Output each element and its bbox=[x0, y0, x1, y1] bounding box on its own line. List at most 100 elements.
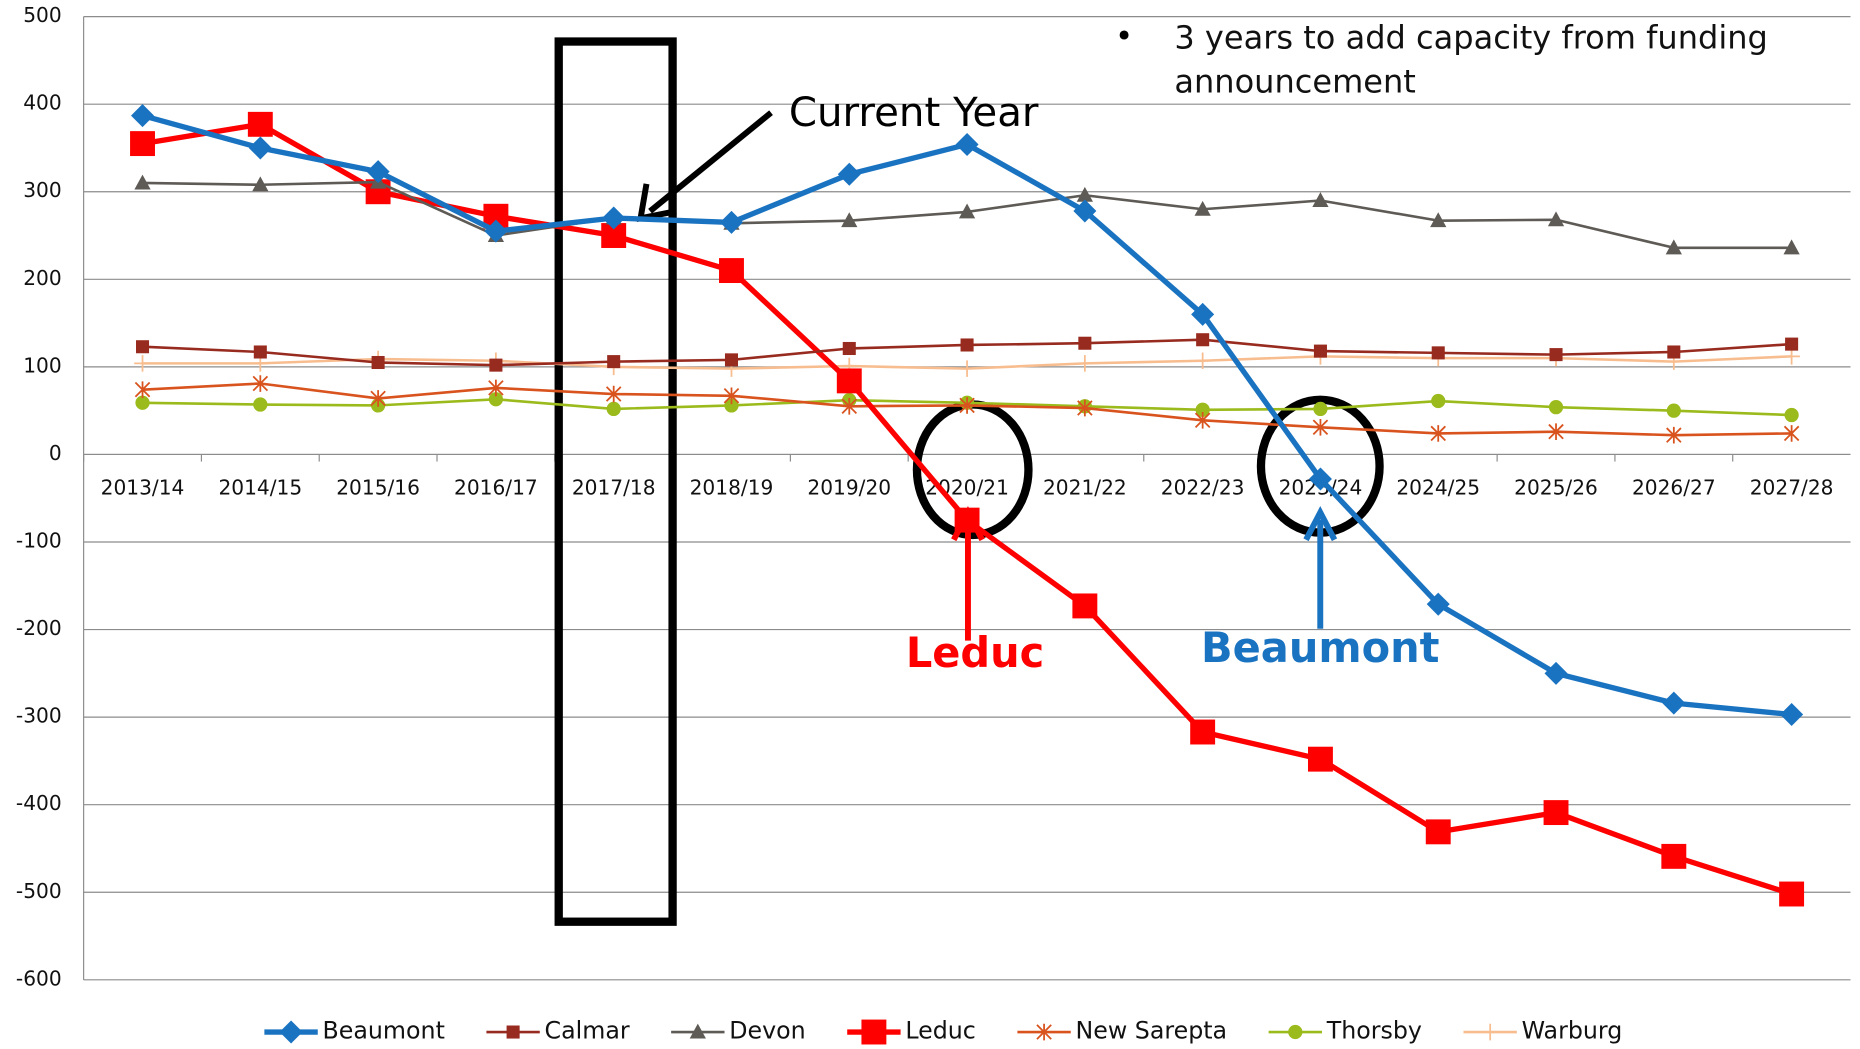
marker bbox=[1426, 592, 1450, 616]
marker bbox=[1783, 239, 1800, 255]
marker bbox=[248, 136, 272, 160]
marker bbox=[1548, 423, 1564, 440]
x-tick-label: 2013/14 bbox=[101, 475, 185, 499]
arrow bbox=[648, 110, 773, 214]
legend-label: New Sarepta bbox=[1076, 1017, 1228, 1045]
marker bbox=[1036, 1023, 1052, 1041]
y-tick-label: 500 bbox=[23, 3, 61, 27]
marker bbox=[253, 345, 267, 359]
bullet: • bbox=[1115, 18, 1133, 54]
marker bbox=[1425, 819, 1451, 845]
marker bbox=[1548, 400, 1564, 415]
y-tick-label: -600 bbox=[16, 966, 62, 990]
current-year-box bbox=[554, 37, 677, 926]
marker bbox=[606, 401, 621, 417]
marker bbox=[136, 340, 150, 354]
legend-label: Thorsby bbox=[1326, 1017, 1422, 1045]
beaumont-label: Beaumont bbox=[1201, 623, 1439, 672]
marker bbox=[1077, 399, 1093, 417]
marker bbox=[1430, 212, 1447, 228]
note-box: 3 years to add capacity from funding ann… bbox=[1174, 20, 1768, 101]
marker bbox=[1194, 352, 1211, 370]
y-tick-label: -300 bbox=[16, 704, 62, 728]
marker bbox=[1194, 411, 1211, 429]
x-tick-label: 2027/28 bbox=[1750, 475, 1834, 499]
marker bbox=[1288, 1024, 1303, 1040]
legend-label: Warburg bbox=[1522, 1017, 1623, 1045]
marker bbox=[837, 162, 861, 186]
marker bbox=[1191, 302, 1215, 326]
marker bbox=[959, 397, 975, 414]
marker bbox=[1194, 200, 1211, 216]
y-tick-label: 400 bbox=[23, 91, 61, 115]
marker bbox=[506, 1025, 520, 1039]
marker bbox=[607, 355, 621, 369]
marker bbox=[861, 1019, 887, 1045]
marker bbox=[724, 353, 739, 367]
marker bbox=[960, 338, 974, 352]
marker bbox=[370, 390, 386, 407]
marker bbox=[1667, 345, 1681, 359]
marker bbox=[134, 174, 151, 190]
x-tick-label: 2025/26 bbox=[1514, 475, 1598, 499]
marker bbox=[252, 176, 269, 192]
x-tick-label: 2019/20 bbox=[807, 475, 891, 499]
marker bbox=[1780, 702, 1804, 727]
marker bbox=[252, 375, 269, 392]
marker bbox=[1312, 418, 1329, 436]
marker bbox=[489, 358, 503, 372]
marker bbox=[1547, 211, 1565, 227]
marker bbox=[488, 379, 504, 397]
marker bbox=[958, 360, 976, 377]
marker bbox=[689, 1023, 706, 1039]
marker bbox=[1549, 348, 1563, 362]
marker bbox=[253, 397, 268, 412]
y-tick-label: 100 bbox=[23, 353, 61, 377]
marker bbox=[135, 395, 150, 410]
x-tick-label: 2026/27 bbox=[1632, 475, 1716, 499]
marker bbox=[841, 212, 858, 228]
marker bbox=[836, 368, 862, 394]
legend-label: Devon bbox=[729, 1017, 805, 1045]
marker bbox=[1662, 691, 1686, 715]
y-tick-label: 200 bbox=[23, 266, 61, 290]
marker bbox=[958, 203, 976, 219]
marker bbox=[1783, 425, 1800, 442]
marker bbox=[1666, 403, 1681, 418]
legend-label: Beaumont bbox=[323, 1017, 445, 1045]
x-tick-label: 2021/22 bbox=[1043, 475, 1127, 499]
marker bbox=[605, 385, 622, 403]
marker bbox=[1307, 746, 1333, 772]
marker bbox=[842, 341, 856, 356]
plot bbox=[130, 104, 1805, 907]
marker bbox=[134, 381, 151, 398]
leduc-label: Leduc bbox=[906, 628, 1044, 677]
marker bbox=[371, 355, 385, 370]
y-tick-label: -100 bbox=[16, 529, 62, 553]
note: 3 years to add capacity from funding ann… bbox=[1174, 20, 1768, 101]
legend: Beaumont Calmar Devon Leduc New Sarepta Thors… bbox=[264, 1017, 1622, 1045]
current-year-label: Current Year bbox=[789, 89, 1039, 136]
marker bbox=[1661, 843, 1687, 869]
marker bbox=[954, 507, 980, 533]
marker bbox=[366, 160, 390, 184]
marker bbox=[1665, 239, 1682, 255]
x-tick-label: 2017/18 bbox=[572, 475, 656, 499]
marker bbox=[1431, 393, 1446, 409]
marker bbox=[1784, 407, 1799, 423]
marker bbox=[130, 131, 155, 157]
marker bbox=[1430, 425, 1446, 442]
marker bbox=[247, 111, 273, 137]
y-tick-label: -400 bbox=[16, 791, 62, 815]
marker bbox=[1196, 333, 1210, 347]
marker bbox=[484, 219, 508, 243]
arrow-head bbox=[1303, 506, 1338, 542]
marker bbox=[1543, 800, 1569, 826]
marker bbox=[279, 1020, 303, 1044]
x-tick-label: 2014/15 bbox=[218, 475, 302, 499]
marker bbox=[723, 387, 740, 405]
x-tick-label: 2022/23 bbox=[1161, 475, 1245, 499]
marker bbox=[841, 397, 858, 415]
